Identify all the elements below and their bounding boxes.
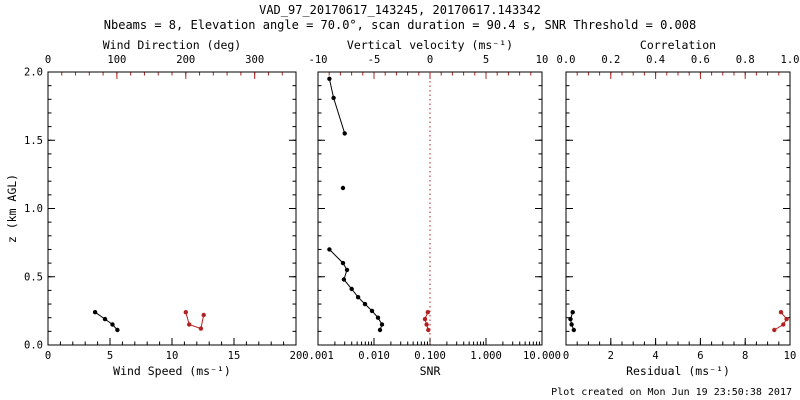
axis-text: 5 (483, 54, 489, 66)
panel-frame (47, 71, 297, 346)
axis-text: z (km AGL) (5, 174, 19, 243)
snr-lower-marker (379, 322, 385, 327)
axis-text: 300 (245, 54, 264, 66)
snr-lower-marker (344, 267, 350, 273)
vertical-velocity-marker (425, 310, 430, 315)
axis-text: 15 (228, 350, 241, 362)
vertical-velocity-marker (424, 322, 429, 327)
axis-text: 10 (536, 54, 549, 66)
wind-speed-marker (110, 322, 115, 327)
snr-lower-line (329, 249, 383, 331)
figure-subtitle: Nbeams = 8, Elevation angle = 70.0°, sca… (103, 18, 697, 32)
axis-text: 2 (608, 350, 614, 362)
snr-panel: 0.001 0.010 0.100 1.000 10.000 -10 -5 0 5 10 SNR Ve… (302, 38, 561, 378)
axis-text: SNR (420, 364, 441, 378)
snr-lower-marker (349, 286, 354, 292)
axis-text: 0.010 (358, 350, 390, 362)
axis-text: 0.4 (646, 54, 665, 66)
wind-speed-marker (115, 327, 120, 333)
axis-text: 6 (697, 350, 703, 362)
snr-lower-marker (362, 301, 368, 307)
axis-text: 0.2 (601, 54, 620, 66)
vertical-velocity-marker (422, 316, 428, 322)
axis-text: 1.0 (781, 54, 800, 66)
wind-direction-line (185, 312, 205, 330)
wind-direction-marker (201, 312, 206, 318)
axis-text: 10 (784, 350, 797, 362)
axis-text: 200 (176, 54, 195, 66)
snr-lower-marker (377, 327, 383, 333)
axis-text: -5 (368, 54, 381, 66)
axis-text: 10.000 (523, 350, 561, 362)
axis-text: 0.5 (24, 271, 43, 283)
axis-text: Wind Speed (ms⁻¹) (113, 364, 231, 378)
axis-text: Vertical velocity (ms⁻¹) (347, 38, 513, 52)
snr-lower-marker (340, 260, 346, 266)
axis-text: 0.100 (414, 350, 446, 362)
snr-upper-line (328, 78, 346, 134)
axis-text: 10 (166, 350, 179, 362)
axis-text: Correlation (640, 38, 716, 52)
correlation-marker (781, 322, 786, 327)
axis-text: 0 (45, 350, 51, 362)
axis-text: 100 (107, 54, 126, 66)
plot-created-timestamp: Plot created on Mon Jun 19 23:50:38 2017 (551, 387, 792, 398)
wind-speed-line (94, 311, 118, 331)
axis-text: 5 (107, 350, 113, 362)
snr-upper-marker (342, 131, 347, 136)
residual-line (569, 312, 575, 331)
snr-mid-marker (340, 185, 346, 191)
axis-text: 2.0 (24, 67, 43, 79)
axis-text: 0.6 (691, 54, 710, 66)
axis-text: -10 (309, 54, 328, 66)
residual-marker (570, 310, 575, 315)
wind-speed-marker (92, 310, 98, 315)
correlation-marker (778, 310, 784, 315)
vertical-velocity-marker (426, 327, 431, 333)
axis-text: 8 (742, 350, 748, 362)
residual-marker (571, 327, 576, 333)
snr-lower-marker (355, 295, 361, 300)
axis-text: 0.8 (736, 54, 755, 66)
axis-text: 1.0 (24, 203, 43, 215)
panel-frame (565, 71, 791, 346)
snr-lower-marker (341, 277, 347, 282)
figure-title: VAD_97_20170617_143245, 20170617.143342 (259, 3, 541, 17)
axis-text: 0.001 (302, 350, 334, 362)
axis-text: 0.0 (24, 340, 43, 352)
wind-speed-marker (102, 316, 108, 322)
vertical-velocity-line (424, 312, 429, 331)
wind-direction-marker (183, 310, 188, 315)
axis-text: 0 (427, 54, 433, 66)
axis-text: 0 (45, 54, 51, 66)
axis-text: 20 (290, 350, 303, 362)
snr-lower-marker (369, 308, 375, 314)
residual-marker (569, 322, 574, 327)
correlation-line (774, 311, 788, 331)
snr-upper-marker (331, 95, 336, 101)
axis-text: 0.0 (557, 54, 576, 66)
correlation-marker (784, 316, 789, 322)
snr-upper-marker (327, 76, 332, 82)
wind-direction-marker (198, 326, 204, 331)
wind-direction-marker (187, 322, 192, 327)
axis-text: 1.000 (470, 350, 502, 362)
axis-text: 0 (563, 350, 569, 362)
residual-marker (568, 316, 573, 322)
axis-text: Wind Direction (deg) (103, 38, 241, 52)
residual-panel: 0 2 4 6 8 10 0.0 0.2 0.4 0.6 0.8 1.0 Residual (ms⁻¹)… (557, 38, 800, 378)
axis-text: 1.5 (24, 135, 43, 147)
correlation-marker (772, 327, 777, 333)
snr-lower-marker (327, 247, 332, 252)
axis-text: 4 (652, 350, 658, 362)
axis-text: Residual (ms⁻¹) (626, 364, 730, 378)
snr-lower-marker (375, 315, 381, 320)
